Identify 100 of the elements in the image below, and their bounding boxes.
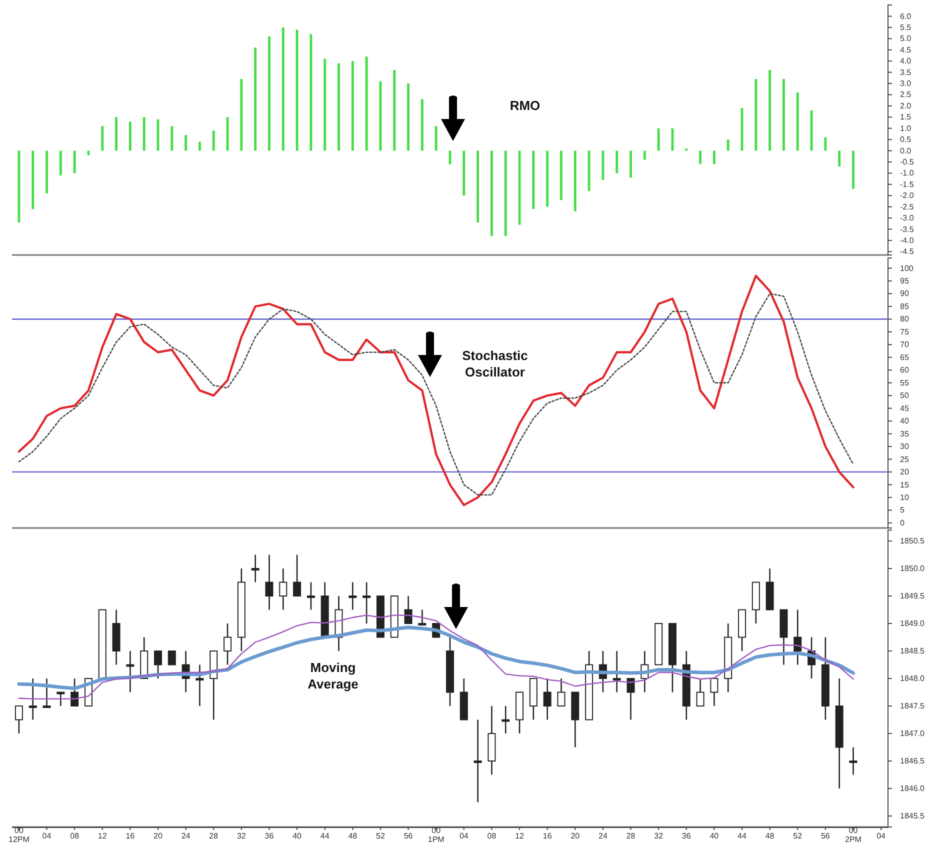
y-tick-label: -3.0 — [900, 214, 914, 223]
bar — [324, 58, 326, 151]
bar — [796, 92, 799, 151]
bar — [115, 117, 118, 151]
y-tick-label: 1850.0 — [900, 564, 926, 574]
y-tick-label: 1849.0 — [900, 619, 926, 628]
y-tick-label: -0.5 — [900, 158, 914, 167]
candlestick — [14, 705, 23, 734]
x-tick-label: 32 — [236, 832, 246, 841]
bar — [32, 150, 34, 210]
x-tick-label: 28 — [626, 832, 636, 841]
bar — [616, 150, 618, 174]
candlestick — [474, 719, 482, 803]
y-tick-label: 80 — [900, 314, 910, 324]
y-tick-label: 1.5 — [900, 112, 912, 122]
bar — [142, 117, 146, 151]
y-tick-label: -2.5 — [900, 202, 914, 212]
y-tick-label: 1845.5 — [900, 812, 926, 821]
bar — [560, 150, 562, 200]
bar — [754, 78, 758, 151]
y-tick-label: 70 — [900, 340, 910, 350]
y-tick-label: 45 — [900, 404, 910, 413]
bar — [128, 122, 132, 151]
bar — [184, 135, 188, 151]
bar — [365, 56, 368, 151]
bar — [630, 150, 632, 178]
candlestick — [154, 650, 162, 680]
y-tick-label: 5.5 — [900, 22, 912, 32]
y-tick-label: -4.0 — [900, 236, 914, 245]
x-tick-label: 00 1PM — [428, 826, 445, 844]
y-tick-label: 35 — [900, 429, 910, 438]
bar — [504, 150, 507, 236]
x-tick-label: 24 — [598, 832, 608, 841]
candlestick — [293, 554, 302, 597]
candlestick — [849, 746, 858, 776]
bar — [726, 140, 730, 151]
x-tick-label: 56 — [820, 832, 830, 841]
annotation: Moving Average — [308, 660, 358, 692]
y-tick-label: 75 — [900, 327, 910, 336]
bar — [212, 130, 215, 151]
y-tick-label: 3.0 — [900, 79, 912, 88]
y-tick-label: 50 — [900, 391, 910, 400]
y-tick-label: -1.5 — [900, 180, 914, 189]
bar — [546, 150, 549, 207]
bar — [434, 126, 438, 151]
candlestick — [251, 554, 260, 583]
y-tick-label: 1850.5 — [900, 536, 926, 546]
candlestick — [56, 692, 65, 707]
y-tick-label: 3.5 — [900, 68, 912, 77]
y-tick-label: -1.0 — [900, 168, 914, 178]
bar — [838, 150, 841, 166]
y-tick-label: 4.0 — [900, 56, 912, 66]
y-tick-label: 10 — [900, 492, 910, 502]
y-tick-label: 1849.5 — [900, 592, 926, 601]
x-tick-label: 28 — [209, 832, 219, 841]
y-tick-label: 85 — [900, 302, 910, 311]
x-tick-label: 00 2PM — [845, 826, 862, 844]
y-tick-label: 100 — [900, 264, 914, 273]
candlestick — [306, 582, 315, 610]
candlestick — [794, 609, 802, 666]
candlestick — [626, 678, 635, 720]
y-tick-label: 1847.0 — [900, 729, 926, 738]
y-tick-label: 1846.0 — [900, 784, 926, 794]
x-tick-label: 52 — [793, 832, 803, 841]
bar — [532, 150, 535, 210]
x-tick-label: 08 — [487, 832, 497, 841]
bar — [268, 36, 270, 151]
x-tick-label: 20 — [570, 832, 580, 841]
candlestick — [418, 609, 426, 626]
bar — [240, 78, 243, 151]
x-tick-label: 16 — [126, 832, 136, 841]
x-tick-label: 44 — [738, 832, 747, 841]
bar — [462, 150, 466, 196]
x-tick-label: 36 — [264, 832, 274, 841]
bar — [657, 128, 660, 151]
y-tick-label: 0 — [900, 518, 905, 528]
x-tick-label: 04 — [459, 832, 469, 841]
candlestick — [557, 678, 566, 707]
bar — [490, 150, 493, 236]
x-tick-label: 04 — [42, 832, 52, 841]
x-tick-label: 32 — [654, 832, 664, 841]
y-tick-label: 2.0 — [900, 101, 912, 110]
annotation: Stochastic Oscillator — [462, 348, 528, 380]
x-tick-label: 04 — [876, 832, 886, 841]
y-tick-label: 1847.5 — [900, 702, 926, 711]
x-tick-label: 36 — [682, 832, 692, 841]
y-tick-label: 4.5 — [900, 45, 912, 54]
candlestick — [126, 650, 134, 693]
candlestick — [612, 650, 621, 693]
y-tick-label: 95 — [900, 276, 910, 286]
y-tick-label: 1848.5 — [900, 646, 926, 656]
bar — [699, 150, 702, 164]
candlestick — [42, 678, 51, 708]
y-tick-label: -2.0 — [900, 191, 914, 200]
x-tick-label: 00 12PM — [8, 826, 30, 844]
line-series — [17, 626, 855, 690]
candlestick — [696, 678, 704, 707]
bar — [420, 99, 424, 151]
x-tick-label: 20 — [154, 832, 163, 841]
candlestick — [348, 582, 357, 610]
